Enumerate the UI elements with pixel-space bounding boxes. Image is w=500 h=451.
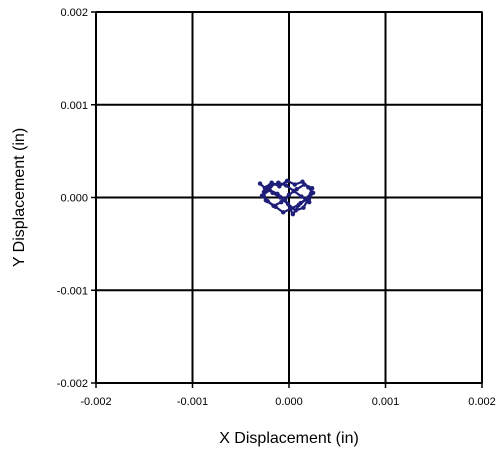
x-axis-title: X Displacement (in) [219,430,359,447]
data-point [283,183,289,188]
data-point [281,210,286,215]
data-point [277,184,282,189]
data-point [291,188,297,194]
data-point [259,193,265,198]
data-point [298,200,303,206]
data-point [257,181,263,186]
data-point [302,182,307,187]
y-tick-label: 0.002 [60,7,88,19]
data-point [261,189,267,195]
data-point [279,199,284,205]
data-point [308,191,314,196]
data-point [301,205,306,210]
y-tick-label: 0.000 [60,193,88,205]
x-tick-label: -0.002 [80,396,111,408]
data-point [276,180,281,185]
data-point [267,187,272,193]
data-point [268,184,273,189]
data-point [290,211,296,217]
data-point [293,208,298,213]
data-point [271,203,276,209]
data-point [306,185,311,190]
y-tick-label: 0.001 [60,100,88,112]
data-point [278,195,283,200]
data-point [285,201,291,207]
data-point [269,180,274,185]
data-point [292,182,297,187]
data-point [282,197,288,202]
y-tick-label: -0.001 [57,285,88,297]
data-point [307,199,312,205]
data-point [306,195,311,200]
data-point [286,192,292,197]
y-tick-label: -0.002 [57,378,88,390]
data-point [264,185,270,190]
x-tick-label: 0.001 [372,396,400,408]
x-tick-label: 0.002 [468,396,496,408]
data-point [263,198,269,203]
data-point [270,190,275,196]
data-point [275,191,280,196]
data-point [299,194,304,199]
data-point [284,178,290,184]
x-tick-label: 0.000 [275,396,303,408]
x-tick-label: -0.001 [177,396,208,408]
data-point [309,186,315,191]
data-point [288,206,294,211]
y-axis-title: Y Displacement (in) [11,128,28,267]
